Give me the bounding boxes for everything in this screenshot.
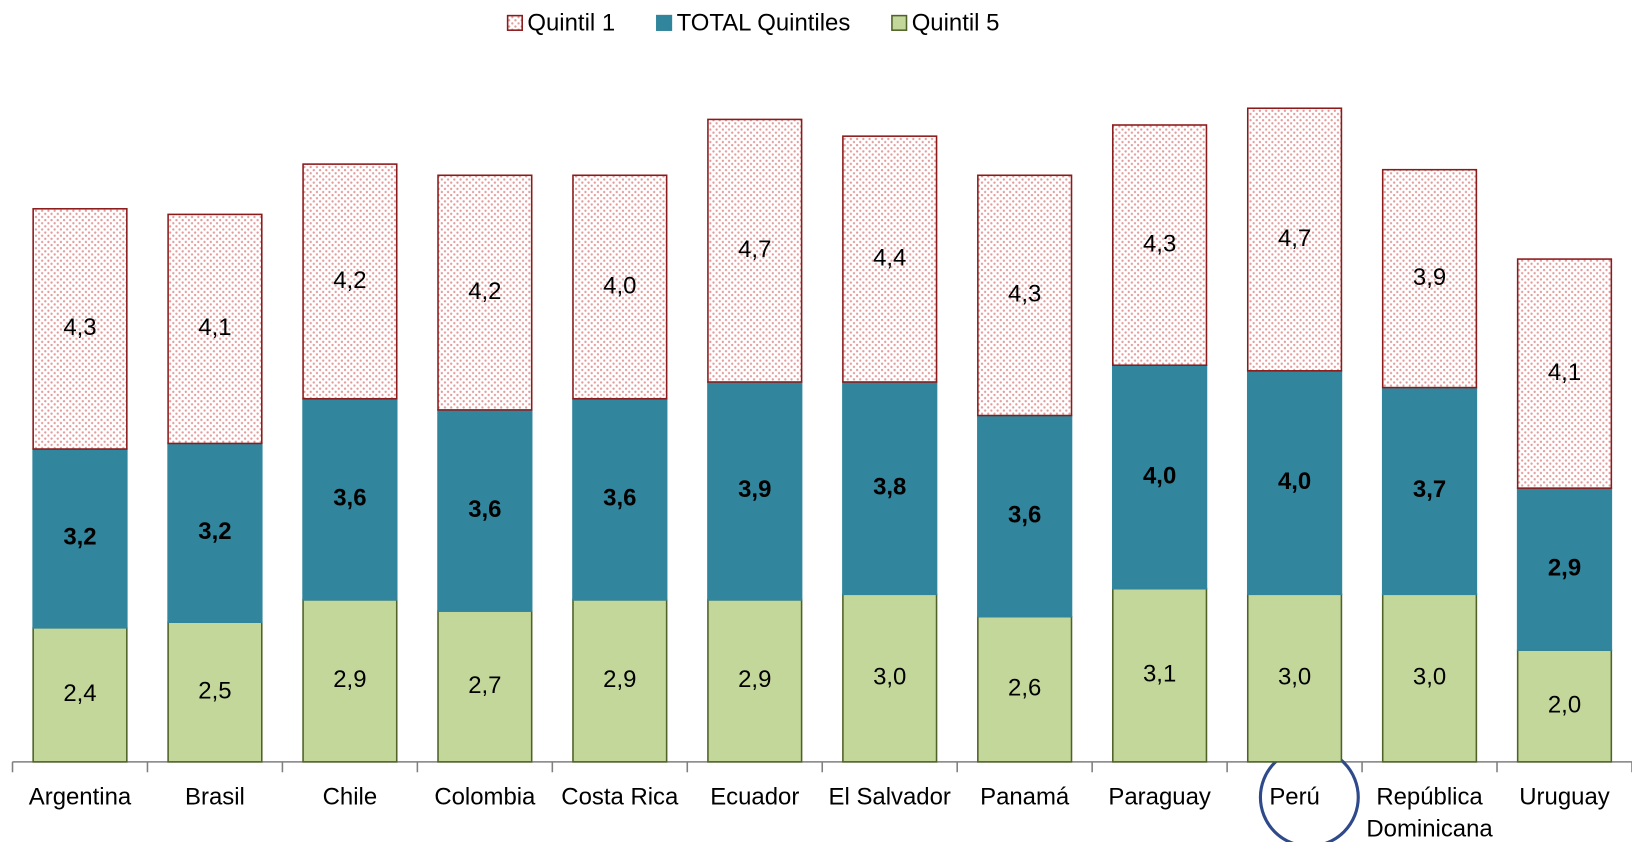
- bar-segment: [1112, 587, 1208, 763]
- legend-swatch: [656, 14, 673, 31]
- bar-segment: [32, 627, 128, 763]
- x-tick-label: Colombia: [434, 784, 536, 811]
- bar-segment: [977, 414, 1073, 618]
- bar-segment: [1246, 107, 1343, 372]
- x-tick-label: República Dominicana: [1366, 784, 1493, 842]
- legend-swatch: [891, 14, 908, 31]
- bar-segment: [1381, 386, 1478, 596]
- bar-segment: [707, 599, 803, 763]
- bar-segment: [1381, 593, 1478, 763]
- bar-segment: [707, 118, 803, 383]
- data-label: 4,1: [1548, 359, 1581, 386]
- x-tick-label: Costa Rica: [561, 784, 679, 811]
- data-label: 4,3: [1143, 230, 1176, 257]
- data-label: 3,7: [1413, 476, 1446, 503]
- data-label: 2,9: [738, 666, 771, 693]
- x-tick-label: Uruguay: [1519, 784, 1609, 811]
- data-label: 4,7: [1278, 225, 1311, 252]
- data-label: 4,3: [1008, 281, 1041, 308]
- x-tick-label: El Salvador: [829, 784, 951, 811]
- bar-segment: [572, 397, 668, 601]
- legend-swatch: [506, 14, 523, 31]
- data-label: 2,4: [63, 680, 96, 707]
- legend-label: TOTAL Quintiles: [677, 9, 851, 36]
- legend-label: Quintil 1: [527, 9, 615, 36]
- data-label: 3,6: [333, 485, 366, 512]
- data-label: 2,6: [1008, 675, 1041, 702]
- data-label: 3,0: [1413, 663, 1446, 690]
- data-label: 3,0: [873, 663, 906, 690]
- bar-segment: [572, 599, 668, 763]
- bar-segment: [977, 174, 1073, 417]
- bar-segment: [1112, 124, 1208, 367]
- bar-segment: [977, 615, 1073, 763]
- data-label: 4,0: [1278, 468, 1311, 495]
- bar-segment: [1516, 649, 1613, 763]
- x-tick-label: Brasil: [185, 784, 245, 811]
- data-label: 4,4: [873, 244, 906, 271]
- bar-segment: [1381, 168, 1478, 389]
- x-tick-label: Ecuador: [710, 784, 799, 811]
- x-tick-label: Argentina: [29, 784, 132, 811]
- bar-segment: [167, 442, 263, 623]
- data-label: 3,6: [1008, 501, 1041, 528]
- x-tick-label: Chile: [323, 784, 378, 811]
- x-tick-label: Paraguay: [1108, 784, 1210, 811]
- data-label: 3,8: [873, 473, 906, 500]
- data-label: 4,1: [198, 314, 231, 341]
- data-label: 3,0: [1278, 663, 1311, 690]
- x-tick-label: Perú: [1269, 784, 1320, 811]
- bar-segment: [1516, 487, 1613, 651]
- data-label: 4,2: [468, 278, 501, 305]
- bar-segment: [167, 621, 263, 763]
- data-label: 2,5: [198, 677, 231, 704]
- bar-segment: [437, 409, 533, 612]
- data-label: 2,0: [1548, 691, 1581, 718]
- bar-segment: [302, 163, 398, 400]
- bar-segment: [437, 174, 533, 411]
- bar-segment: [707, 381, 803, 601]
- data-label: 4,0: [1143, 462, 1176, 489]
- bar-segment: [302, 397, 398, 601]
- data-label: 2,9: [333, 666, 366, 693]
- data-label: 3,2: [198, 518, 231, 545]
- bar-segment: [32, 448, 128, 629]
- data-label: 3,6: [603, 485, 636, 512]
- bar-segment: [842, 593, 938, 763]
- data-label: 3,2: [63, 524, 96, 551]
- bar-segment: [32, 208, 128, 450]
- bar-segment: [1112, 364, 1208, 590]
- data-label: 3,1: [1143, 661, 1176, 688]
- data-label: 2,9: [603, 666, 636, 693]
- data-label: 3,9: [1413, 264, 1446, 291]
- bar-segment: [842, 381, 938, 596]
- bar-segment: [1246, 593, 1343, 763]
- data-label: 4,3: [63, 314, 96, 341]
- data-label: 4,2: [333, 267, 366, 294]
- x-tick-label: Panamá: [980, 784, 1070, 811]
- data-label: 4,0: [603, 272, 636, 299]
- legend-label: Quintil 5: [912, 9, 1000, 36]
- data-label: 3,6: [468, 496, 501, 523]
- data-label: 4,7: [738, 236, 771, 263]
- legend: Quintil 1 TOTAL Quintiles Quintil 5: [506, 9, 1000, 36]
- bar-segment: [1516, 258, 1613, 489]
- bar-segment: [437, 610, 533, 763]
- bar-segment: [572, 174, 668, 400]
- data-label: 3,9: [738, 476, 771, 503]
- data-label: 2,9: [1548, 554, 1581, 581]
- data-label: 2,7: [468, 672, 501, 699]
- bar-segment: [1246, 370, 1343, 596]
- bar-segment: [167, 213, 263, 445]
- bar-segment: [842, 135, 938, 383]
